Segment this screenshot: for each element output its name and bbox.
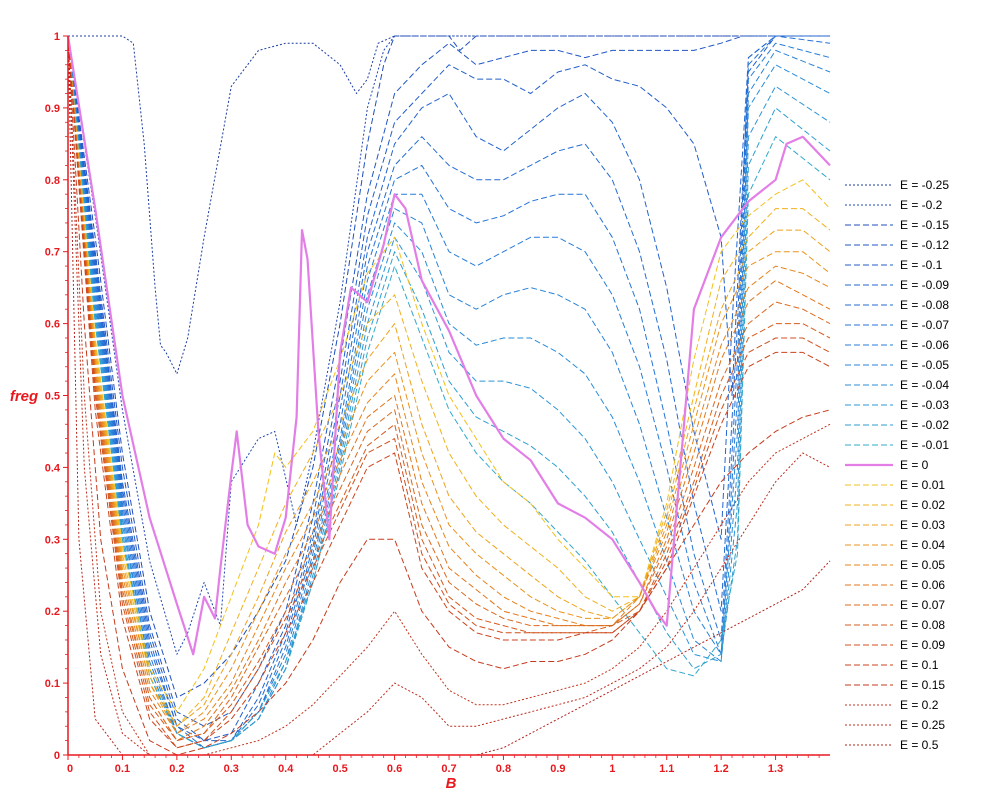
- y-axis-title: freg: [10, 388, 38, 405]
- legend-label-11: E = -0.03: [900, 398, 949, 412]
- series-line-2: [67, 35, 830, 698]
- x-tick-label: 1.3: [768, 763, 783, 775]
- y-tick-label: 0.3: [45, 534, 60, 546]
- legend-label-25: E = 0.15: [900, 678, 945, 692]
- legend-label-28: E = 0.5: [900, 738, 939, 752]
- legend-label-8: E = -0.06: [900, 338, 949, 352]
- series-layer: [66, 35, 831, 756]
- legend-label-14: E = 0: [900, 458, 929, 472]
- legend-label-21: E = 0.07: [900, 598, 945, 612]
- legend-label-26: E = 0.2: [900, 698, 939, 712]
- series-line-4: [67, 35, 830, 742]
- legend-label-22: E = 0.08: [900, 618, 945, 632]
- series-line-12: [67, 35, 831, 749]
- x-tick-label: 0.2: [169, 763, 184, 775]
- x-tick-label: 0.4: [278, 763, 294, 775]
- series-line-13: [67, 35, 831, 749]
- series-line-22: [67, 35, 831, 742]
- series-line-19: [67, 35, 831, 734]
- legend-label-16: E = 0.02: [900, 498, 945, 512]
- series-line-6: [67, 35, 830, 749]
- x-tick-label: 1.1: [659, 763, 674, 775]
- legend-label-2: E = -0.15: [900, 218, 949, 232]
- y-tick-label: 1: [54, 31, 60, 43]
- y-tick-label: 0.2: [45, 606, 60, 618]
- y-tick-label: 0.4: [45, 462, 61, 474]
- legend-label-3: E = -0.12: [900, 238, 949, 252]
- x-tick-label: 0.9: [550, 763, 565, 775]
- legend-label-15: E = 0.01: [900, 478, 945, 492]
- legend-label-17: E = 0.03: [900, 518, 945, 532]
- legend-label-12: E = -0.02: [900, 418, 949, 432]
- y-tick-label: 0.1: [45, 678, 60, 690]
- series-line-15: [67, 35, 831, 713]
- x-tick-label: 0: [67, 763, 73, 775]
- legend-label-18: E = 0.04: [900, 538, 945, 552]
- legend-label-5: E = -0.09: [900, 278, 949, 292]
- series-line-0: [68, 35, 830, 375]
- legend-label-13: E = -0.01: [900, 438, 949, 452]
- legend-label-4: E = -0.1: [900, 258, 943, 272]
- series-line-25: [67, 35, 831, 756]
- x-tick-label: 0.7: [441, 763, 456, 775]
- x-tick-label: 0.8: [496, 763, 511, 775]
- series-line-9: [67, 35, 831, 749]
- series-line-23: [67, 35, 831, 749]
- axes-layer: 0 0.1 0.2 0.3 0.4 0.5 0.6 0.7 0.8 0.9 1 1.1 1.2 1.3 0 0…: [45, 31, 830, 775]
- y-tick-label: 0: [54, 750, 60, 762]
- legend-label-6: E = -0.08: [900, 298, 949, 312]
- series-line-1: [67, 35, 830, 655]
- x-tick-label: 0.6: [387, 763, 402, 775]
- series-line-17: [67, 35, 831, 727]
- series-line-5: [67, 35, 830, 742]
- legend-label-7: E = -0.07: [900, 318, 949, 332]
- legend-label-19: E = 0.05: [900, 558, 945, 572]
- series-line-11: [67, 35, 831, 749]
- legend: E = -0.25 E = -0.2 E = -0.15 E = -0.12 E = -…: [845, 178, 949, 752]
- y-tick-label: 0.5: [45, 391, 60, 403]
- x-tick-label: 1.2: [713, 763, 728, 775]
- y-tick-label: 0.8: [45, 175, 60, 187]
- legend-label-0: E = -0.25: [900, 178, 949, 192]
- series-line-24: [67, 35, 831, 749]
- series-line-10: [67, 35, 831, 749]
- series-line-27: [67, 35, 831, 756]
- x-tick-label: 1: [609, 763, 615, 775]
- series-line-18: [67, 35, 831, 734]
- legend-label-23: E = 0.09: [900, 638, 945, 652]
- series-line-7: [67, 35, 831, 749]
- series-line-21: [67, 35, 831, 742]
- legend-label-1: E = -0.2: [900, 198, 943, 212]
- x-tick-label: 0.3: [224, 763, 239, 775]
- legend-label-27: E = 0.25: [900, 718, 945, 732]
- x-tick-label: 0.5: [332, 763, 347, 775]
- legend-label-9: E = -0.05: [900, 358, 949, 372]
- y-tick-label: 0.7: [45, 247, 60, 259]
- legend-label-20: E = 0.06: [900, 578, 945, 592]
- series-line-20: [67, 35, 831, 742]
- series-line-14: [66, 35, 831, 656]
- y-tick-label: 0.9: [45, 103, 60, 115]
- series-line-8: [67, 35, 831, 749]
- legend-label-24: E = 0.1: [900, 658, 939, 672]
- x-tick-label: 0.1: [115, 763, 130, 775]
- series-line-16: [67, 35, 831, 727]
- y-tick-label: 0.6: [45, 319, 60, 331]
- x-axis-title: B: [446, 775, 457, 792]
- legend-label-10: E = -0.04: [900, 378, 949, 392]
